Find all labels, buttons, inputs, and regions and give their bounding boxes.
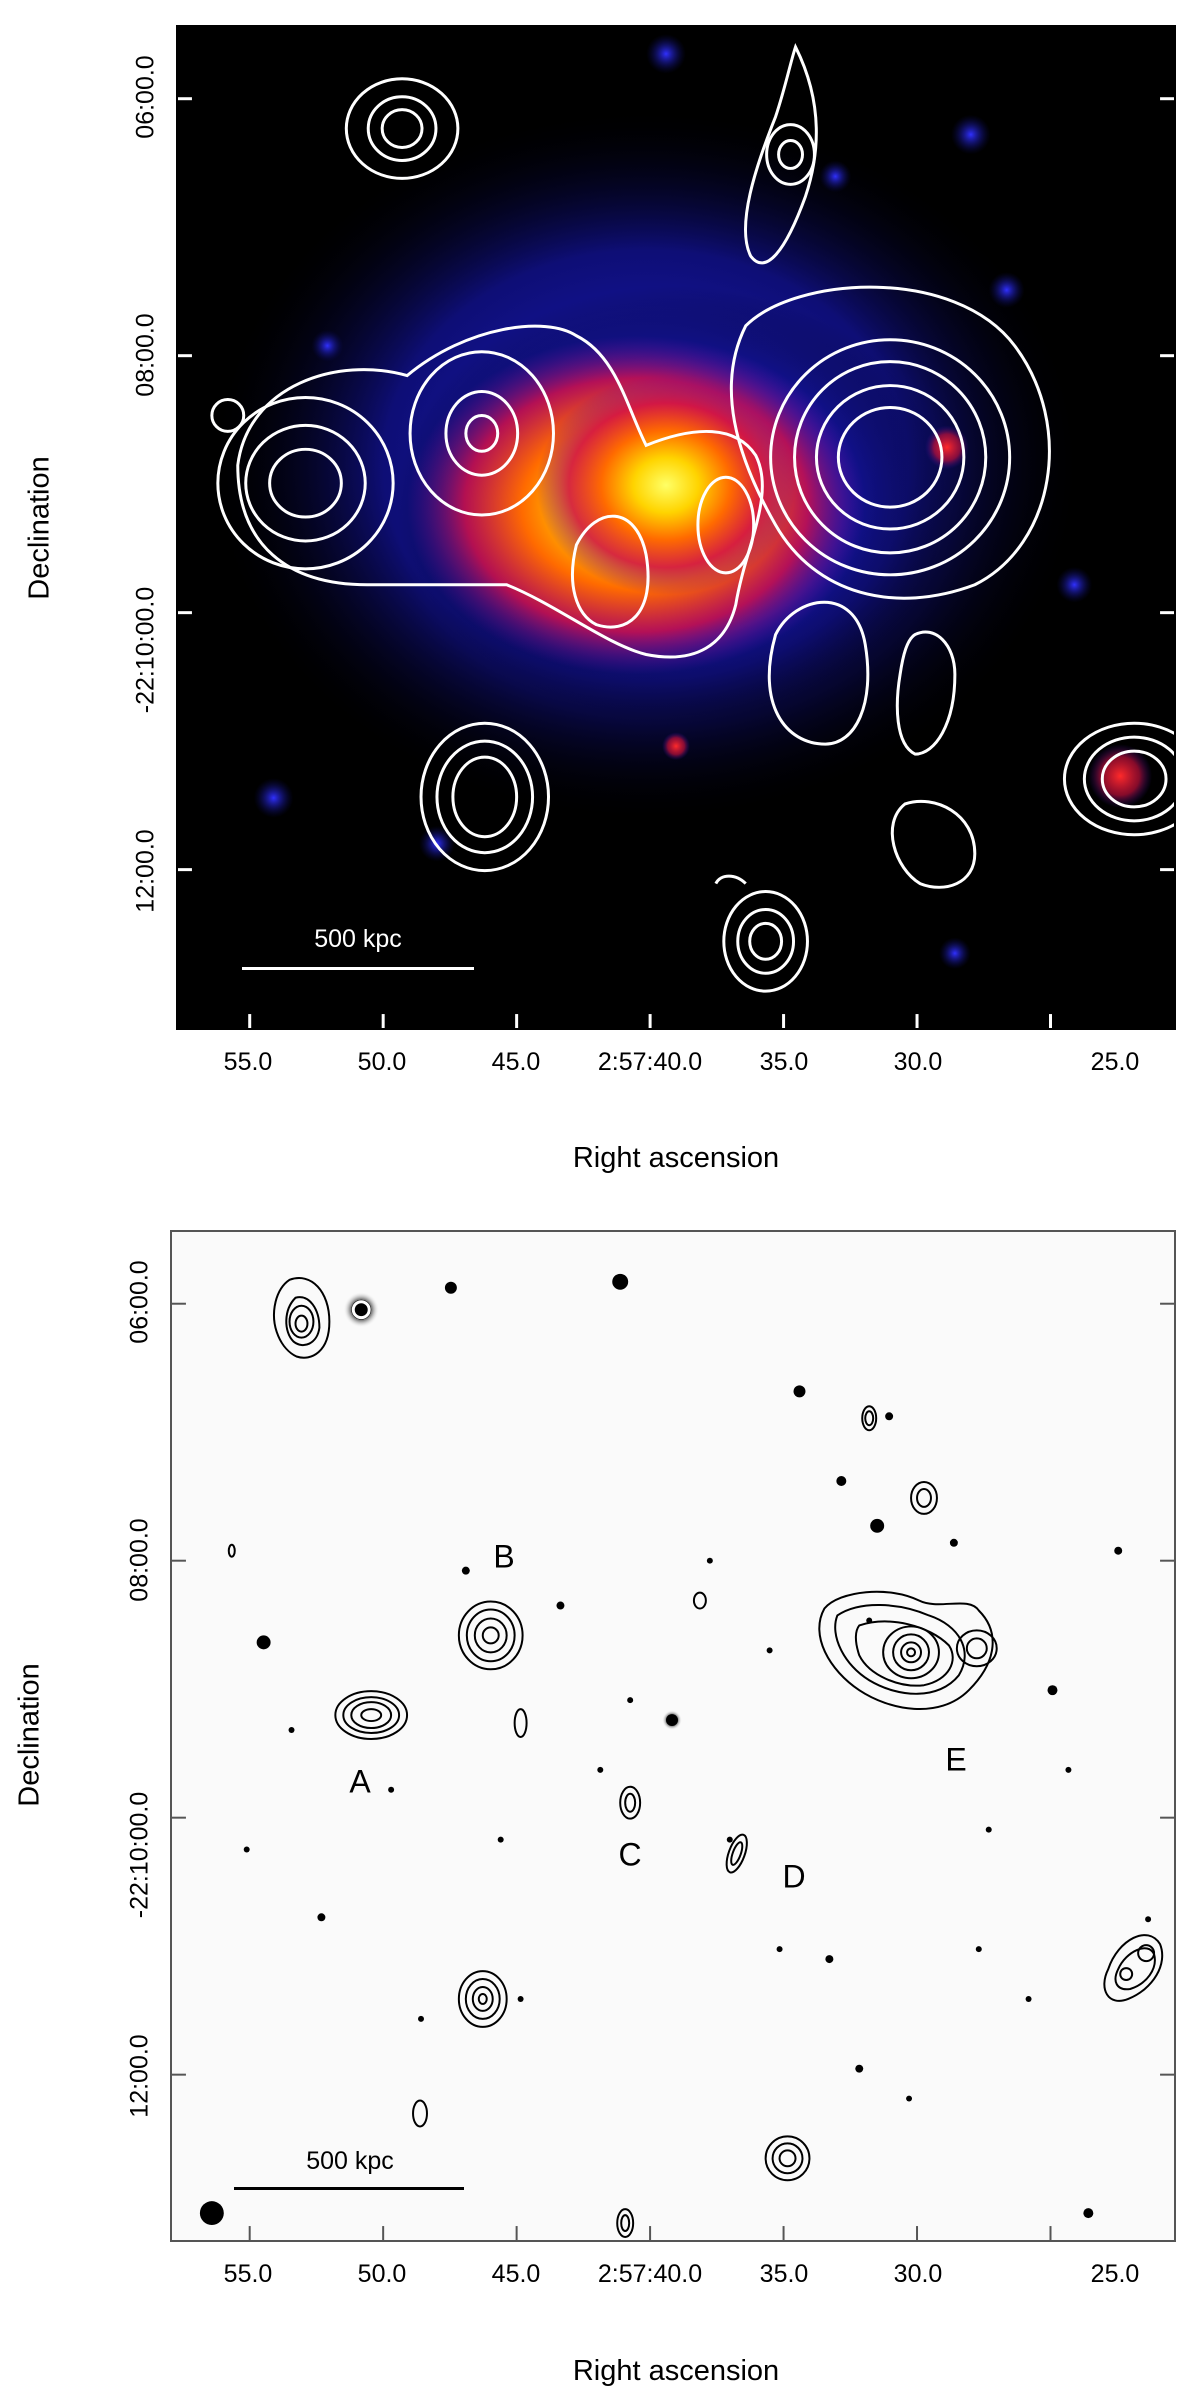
y-tick-label: -22:10:00.0 — [131, 586, 160, 714]
y-tick-label: 08:00.0 — [125, 1518, 154, 1602]
y-tick-label: 06:00.0 — [131, 55, 160, 139]
frame-ticks — [178, 97, 1174, 1028]
x-tick-label: 2:57:40.0 — [597, 1048, 703, 1076]
source-label-d: D — [782, 1858, 806, 1895]
scale-bar-label: 500 kpc — [314, 925, 402, 953]
y-tick-label: 06:00.0 — [125, 1260, 154, 1344]
x-tick-label: 45.0 — [491, 2260, 541, 2288]
x-axis-title: Right ascension — [572, 2355, 780, 2387]
x-tick-label: 45.0 — [491, 1048, 541, 1076]
frame-ticks — [172, 1302, 1174, 2240]
y-tick-label: 12:00.0 — [131, 829, 160, 913]
x-tick-label: 50.0 — [357, 2260, 407, 2288]
optical-radio-overlay-figure: 500 kpc A B C D E 55.0 50.0 45.0 2:57:40… — [0, 1205, 1200, 2408]
y-tick-label: 08:00.0 — [131, 313, 160, 397]
y-axis-title: Declination — [13, 1663, 46, 1807]
source-label-a: A — [349, 1763, 371, 1800]
scale-bar-line — [234, 2187, 464, 2190]
xray-image — [178, 27, 1174, 1028]
scale-bar-label: 500 kpc — [306, 2147, 394, 2175]
x-tick-label: 35.0 — [759, 2260, 809, 2288]
stars — [199, 1273, 1152, 2226]
y-tick-label: -22:10:00.0 — [125, 1791, 154, 1919]
x-tick-label: 25.0 — [1090, 2260, 1140, 2288]
x-axis-title: Right ascension — [572, 1142, 780, 1174]
source-label-e: E — [945, 1741, 967, 1778]
diffraction-ring — [351, 1300, 371, 1320]
x-tick-label: 2:57:40.0 — [597, 2260, 703, 2288]
x-tick-label: 55.0 — [223, 1048, 273, 1076]
radio-contours — [227, 1277, 1164, 2239]
xray-radio-overlay-figure: 500 kpc 55.0 50.0 45.0 2:57:40.0 35.0 30… — [0, 0, 1200, 1200]
x-tick-label: 30.0 — [893, 1048, 943, 1076]
source-label-b: B — [493, 1538, 515, 1575]
source-label-c: C — [618, 1836, 642, 1873]
x-tick-label: 50.0 — [357, 1048, 407, 1076]
optical-image — [172, 1232, 1174, 2240]
optical-image-frame: 500 kpc A B C D E — [170, 1230, 1176, 2242]
xray-image-frame: 500 kpc — [176, 25, 1176, 1030]
x-tick-label: 55.0 — [223, 2260, 273, 2288]
x-tick-label: 25.0 — [1090, 1048, 1140, 1076]
scale-bar-line — [242, 967, 474, 970]
y-tick-label: 12:00.0 — [125, 2034, 154, 2118]
y-axis-title: Declination — [23, 456, 56, 600]
x-tick-label: 30.0 — [893, 2260, 943, 2288]
radio-contours — [210, 43, 1174, 993]
x-tick-label: 35.0 — [759, 1048, 809, 1076]
